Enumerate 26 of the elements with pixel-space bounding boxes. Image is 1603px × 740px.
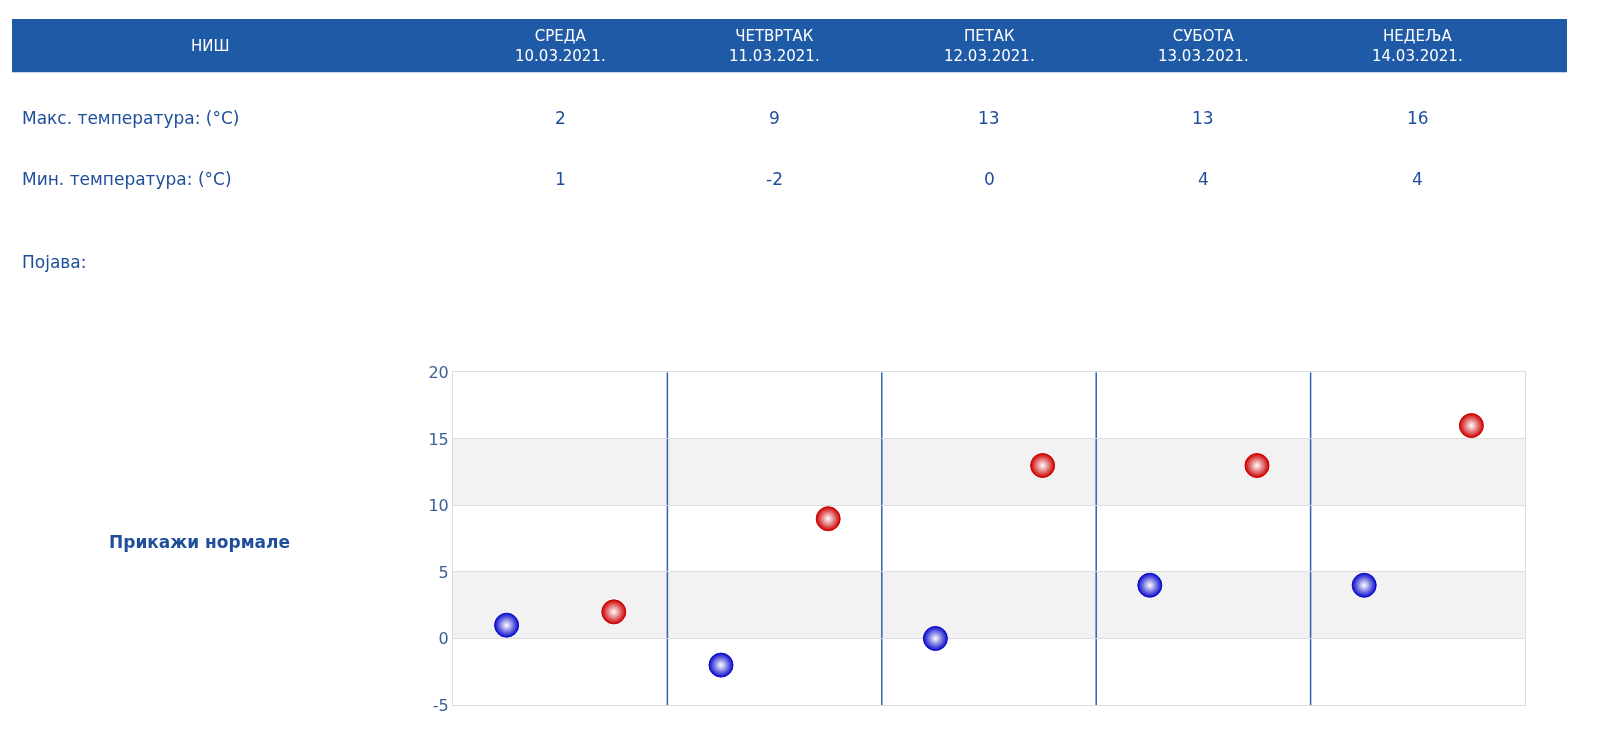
data-label: 16 (1407, 108, 1429, 128)
text: ЧЕТВРТАК 11.03.2021. (729, 27, 820, 65)
text: СУБОТА 13.03.2021. (1158, 27, 1249, 65)
data-label: 9 (769, 108, 780, 128)
text: ПЕТАК 12.03.2021. (944, 27, 1035, 65)
data-label: -2 (766, 169, 783, 189)
text: Прикажи нормале (109, 532, 291, 552)
data-label: 13 (978, 108, 1000, 128)
data-label: 2 (555, 108, 566, 128)
y-tick-label: 5 (438, 562, 449, 582)
text: Мин. температура: (°C) (22, 169, 232, 189)
y-tick-label: 15 (428, 429, 449, 449)
y-tick-label: 10 (428, 496, 449, 516)
text: НИШ (191, 37, 230, 55)
data-label: 13 (1192, 108, 1214, 128)
data-label: 4 (1198, 169, 1209, 189)
data-label: 1 (555, 169, 566, 189)
data-label: 0 (984, 169, 995, 189)
y-tick-label: 0 (438, 629, 449, 649)
y-tick-label: 20 (428, 362, 449, 382)
y-tick-label: -5 (432, 695, 449, 715)
text: СРЕДА 10.03.2021. (515, 27, 606, 65)
data-label: 4 (1412, 169, 1423, 189)
text: Појава: (22, 252, 87, 272)
text: Макс. температура: (°C) (22, 108, 240, 128)
text: НЕДЕЉА 14.03.2021. (1372, 27, 1463, 65)
